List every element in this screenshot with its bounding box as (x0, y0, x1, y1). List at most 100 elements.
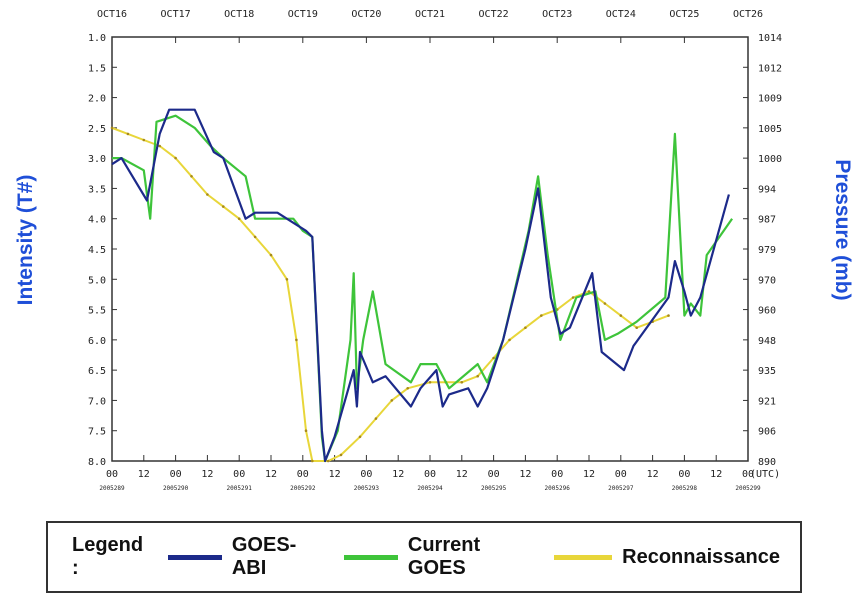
right-tick-label: 906 (758, 427, 776, 438)
series-point-reconnaissance (603, 302, 607, 305)
bottom-tick-label: 12 (201, 469, 213, 480)
series-point-reconnaissance (158, 144, 161, 148)
julian-day-label: 2005289 (99, 485, 125, 492)
top-tick-label: OCT26 (733, 9, 763, 20)
left-tick-label: 6.0 (88, 336, 106, 347)
bottom-tick-label: 00 (106, 469, 118, 480)
left-tick-label: 8.0 (88, 457, 106, 468)
series-point-reconnaissance (295, 338, 298, 342)
top-tick-label: OCT19 (288, 9, 318, 20)
series-point-reconnaissance (635, 326, 638, 330)
bottom-tick-label: 00 (551, 469, 563, 480)
left-tick-label: 3.5 (88, 184, 106, 195)
series-point-reconnaissance (428, 381, 432, 384)
series-layer (110, 108, 734, 463)
series-point-reconnaissance (269, 253, 273, 257)
bottom-tick-label: 00 (170, 469, 182, 480)
top-tick-label: OCT16 (97, 9, 127, 20)
legend-item-reconnaissance: Reconnaissance (554, 546, 780, 569)
right-tick-label: 1000 (758, 154, 782, 165)
legend-swatch-current-goes (343, 554, 398, 560)
left-tick-label: 3.0 (88, 154, 106, 165)
legend-label-current-goes: Current GOES (407, 534, 481, 579)
left-tick-label: 2.5 (88, 124, 106, 135)
left-tick-label: 6.5 (88, 366, 106, 377)
julian-day-label: 2005292 (290, 485, 316, 492)
bottom-tick-label: 00 (424, 469, 436, 480)
bottom-tick-label: 00 (488, 469, 500, 480)
series-point-reconnaissance (374, 417, 378, 420)
top-tick-label: OCT22 (479, 9, 509, 20)
julian-day-label: 2005291 (227, 485, 253, 492)
bottom-tick-label: 00 (233, 469, 245, 480)
legend-label-reconnaissance: Reconnaissance (622, 545, 780, 568)
series-point-reconnaissance (476, 374, 480, 378)
left-tick-label: 1.5 (88, 63, 106, 74)
left-axis-title: Intensity (T#) (14, 175, 37, 306)
bottom-axis-ticks: 00 12 00 12 00 12 00 12 00 12 00 12 00 12 00 12 00 12 00 12… (99, 469, 780, 492)
top-tick-label: OCT21 (415, 9, 445, 20)
bottom-tick-label: 00 (678, 469, 690, 480)
right-tick-label: 987 (758, 215, 776, 226)
series-point-reconnaissance (174, 156, 177, 160)
julian-day-label: 2005297 (608, 485, 634, 492)
right-tick-label: 970 (758, 275, 776, 286)
series-point-reconnaissance (587, 290, 591, 293)
bottom-unit-label: (UTC) (750, 469, 780, 480)
left-tick-label: 7.5 (88, 427, 106, 438)
series-point-reconnaissance (304, 429, 308, 433)
series-point-reconnaissance (110, 126, 114, 130)
left-tick-label: 4.0 (88, 215, 106, 226)
bottom-tick-label: 12 (519, 469, 531, 480)
series-point-reconnaissance (390, 399, 394, 402)
right-axis-title: Pressure (mb) (831, 159, 854, 300)
series-point-reconnaissance (540, 314, 543, 317)
right-tick-label: 979 (758, 245, 776, 256)
legend-label-goes-abi: GOES-ABI (231, 534, 297, 579)
top-tick-label: OCT20 (351, 9, 381, 20)
series-point-reconnaissance (237, 217, 241, 220)
left-tick-label: 5.0 (88, 275, 106, 286)
plot-frame (111, 36, 749, 462)
series-point-reconnaissance (358, 435, 362, 439)
right-tick-label: 921 (758, 396, 776, 407)
top-tick-label: OCT25 (669, 9, 699, 20)
bottom-tick-label: 00 (742, 469, 754, 480)
julian-day-label: 2005298 (672, 485, 698, 492)
series-point-reconnaissance (190, 175, 193, 178)
series-point-reconnaissance (492, 356, 495, 360)
bottom-tick-label: 12 (392, 469, 404, 480)
top-tick-label: OCT17 (161, 9, 191, 20)
series-point-reconnaissance (326, 459, 330, 463)
right-tick-label: 1005 (758, 124, 782, 135)
bottom-tick-label: 00 (615, 469, 627, 480)
left-tick-label: 2.0 (88, 94, 106, 105)
series-point-reconnaissance (285, 278, 289, 281)
right-tick-label: 1009 (758, 94, 782, 105)
legend-title: Legend : (72, 534, 144, 579)
left-tick-label: 7.0 (88, 396, 106, 407)
top-tick-label: OCT18 (224, 9, 254, 20)
right-tick-label: 948 (758, 336, 776, 347)
legend-item-current-goes: Current GOES (343, 534, 534, 580)
top-tick-label: OCT23 (542, 9, 572, 20)
intensity-pressure-chart: 1.0 1.5 2.0 2.5 3.0 3.5 4.0 4.5 5.0 5.5 6.0 6.5 7.0 7… (14, 9, 854, 492)
bottom-tick-label: 12 (710, 469, 722, 480)
right-tick-label: 1012 (758, 63, 782, 74)
series-point-reconnaissance (508, 338, 511, 342)
bottom-tick-label: 12 (138, 469, 150, 480)
series-point-reconnaissance (460, 381, 464, 384)
series-point-reconnaissance (142, 138, 146, 142)
right-tick-label: 890 (758, 457, 776, 468)
julian-day-label: 2005293 (354, 485, 380, 492)
julian-day-label: 2005295 (481, 485, 507, 492)
series-point-reconnaissance (126, 132, 130, 136)
legend-swatch-goes-abi (167, 554, 222, 560)
series-point-reconnaissance (406, 387, 410, 390)
series-line-goes-abi (111, 108, 730, 463)
series-point-reconnaissance (524, 326, 527, 330)
legend: Legend : GOES-ABI Current GOES Reconnais… (46, 521, 802, 593)
series-point-reconnaissance (222, 205, 225, 208)
legend-swatch-reconnaissance (554, 554, 613, 560)
series-point-reconnaissance (571, 296, 575, 299)
